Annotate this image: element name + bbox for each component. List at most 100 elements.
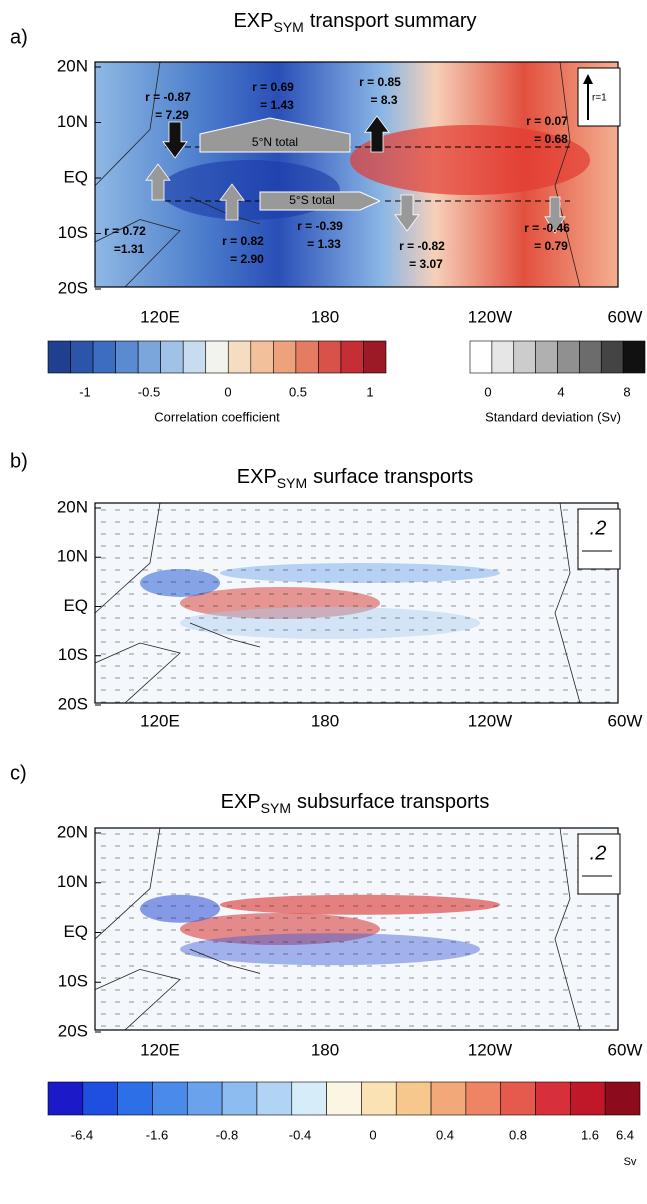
lon-label: 60W <box>608 711 643 730</box>
colorbar-swatch <box>250 340 274 374</box>
annotation-value: = 7.29 <box>155 108 189 122</box>
lon-label: 60W <box>608 1040 643 1059</box>
colorbar-swatch <box>469 340 493 374</box>
colorbar-swatch <box>600 340 624 374</box>
colorbar-tick-label: -0.8 <box>216 1127 238 1142</box>
colorbar-swatch <box>513 340 536 374</box>
annotation-value: = 8.3 <box>370 93 397 107</box>
lat-label: 20N <box>57 497 88 516</box>
lat-label: 10S <box>58 223 88 242</box>
lat-label: 10N <box>57 872 88 891</box>
title-rest: surface transports <box>313 466 473 488</box>
annotation-value: = 0.79 <box>534 239 568 253</box>
lat-label: 20S <box>58 694 88 713</box>
title-sub: SYM <box>261 800 291 816</box>
transport-arrow <box>219 183 245 221</box>
reference-label: r=1 <box>592 93 607 104</box>
colorbar-tick-label: -0.4 <box>289 1127 311 1142</box>
colorbar-label: Standard deviation (Sv) <box>485 409 621 424</box>
vectors <box>95 828 618 1030</box>
title-sub: SYM <box>277 475 307 491</box>
box-label: 5°S total <box>289 193 335 207</box>
colorbar-swatch <box>622 340 646 374</box>
lat-label: EQ <box>63 596 88 615</box>
colorbar-swatch <box>47 1081 84 1116</box>
colorbar-swatch <box>92 340 116 374</box>
map-frame <box>94 827 619 1031</box>
annotation-r: r = -0.82 <box>399 239 445 253</box>
colorbar-swatch <box>430 1081 467 1116</box>
lat-label: 20N <box>57 56 88 75</box>
colorbar-swatch <box>205 340 229 374</box>
panel-title: EXPSYM surface transports <box>237 466 473 490</box>
lon-label: 120E <box>140 1040 180 1059</box>
colorbar-swatch <box>363 340 387 374</box>
colorbar-tick-label: 1.6 <box>581 1127 599 1142</box>
annotation-r: r = 0.07 <box>526 114 568 128</box>
annotation-r: r = 0.82 <box>222 234 264 248</box>
colorbar-swatch <box>500 1081 536 1116</box>
colorbar-swatch <box>182 340 207 374</box>
lon-label: 180 <box>311 711 339 730</box>
cold-pool <box>160 160 340 220</box>
annotation-r: r = -0.39 <box>297 219 343 233</box>
transport-arrow <box>162 121 188 159</box>
annotation-value: = 0.68 <box>534 132 568 146</box>
colorbar-swatch <box>557 340 580 374</box>
colorbar-label: Sv <box>624 1156 637 1168</box>
colorbar-swatch <box>291 1081 327 1116</box>
lon-label: 120E <box>140 307 180 326</box>
box-label: 5°N total <box>252 135 298 149</box>
lat-label: EQ <box>63 167 88 186</box>
title-main: EXP <box>221 791 261 813</box>
colorbar-swatch <box>256 1081 293 1116</box>
reference-label: .2 <box>590 517 607 539</box>
colorbar-label: Correlation coefficient <box>154 409 280 424</box>
panel-label: a) <box>10 26 28 48</box>
colorbar-tick-label: 1 <box>366 384 373 399</box>
annotation-value: = 2.90 <box>230 252 264 266</box>
colorbar-tick-label: 0.4 <box>436 1127 454 1142</box>
colorbar-tick-label: -0.5 <box>138 384 160 399</box>
colorbar-swatch <box>570 1081 606 1116</box>
lon-label: 120W <box>468 1040 512 1059</box>
lon-label: 120E <box>140 711 180 730</box>
title-main: EXP <box>233 10 273 32</box>
colorbar-tick-label: 0 <box>484 384 491 399</box>
colorbar-tick-label: -1 <box>79 384 91 399</box>
colorbar-swatch <box>82 1081 118 1116</box>
reference-label: .2 <box>590 842 607 864</box>
box-arrow <box>199 117 351 153</box>
lat-label: 10N <box>57 112 88 131</box>
colorbar-tick-label: -6.4 <box>71 1127 93 1142</box>
annotation-r: r = 0.69 <box>252 80 294 94</box>
reference-box <box>577 833 621 895</box>
lat-label: 10S <box>58 645 88 664</box>
lat-label: 20S <box>58 1021 88 1040</box>
colorbar-swatch <box>186 1081 223 1116</box>
lon-label: 180 <box>311 1040 339 1059</box>
lon-label: 120W <box>468 711 512 730</box>
colorbar-tick-label: 4 <box>557 384 564 399</box>
warm-tongue <box>350 125 590 195</box>
title-rest: subsurface transports <box>297 791 489 813</box>
colorbar-swatch <box>70 340 94 374</box>
colorbar-swatch <box>152 1081 188 1116</box>
colorbar-swatch <box>395 1081 432 1116</box>
colorbar-tick-label: 6.4 <box>616 1127 634 1142</box>
annotation-r: r = -0.87 <box>145 90 191 104</box>
transport-arrow <box>364 115 390 153</box>
arrow-head <box>583 74 593 84</box>
reference-box <box>577 67 621 127</box>
colorbar-swatch <box>361 1081 397 1116</box>
panel-label: b) <box>10 450 28 472</box>
vectors <box>95 503 618 703</box>
lon-label: 120W <box>468 307 512 326</box>
colorbar-swatch <box>117 1081 153 1116</box>
coastline <box>94 502 581 704</box>
title-sub: SYM <box>273 19 303 35</box>
lon-label: 180 <box>311 307 339 326</box>
colorbar-tick-label: 0 <box>224 384 231 399</box>
colorbar-swatch <box>221 1081 258 1116</box>
annotation-value: = 3.07 <box>409 257 443 271</box>
